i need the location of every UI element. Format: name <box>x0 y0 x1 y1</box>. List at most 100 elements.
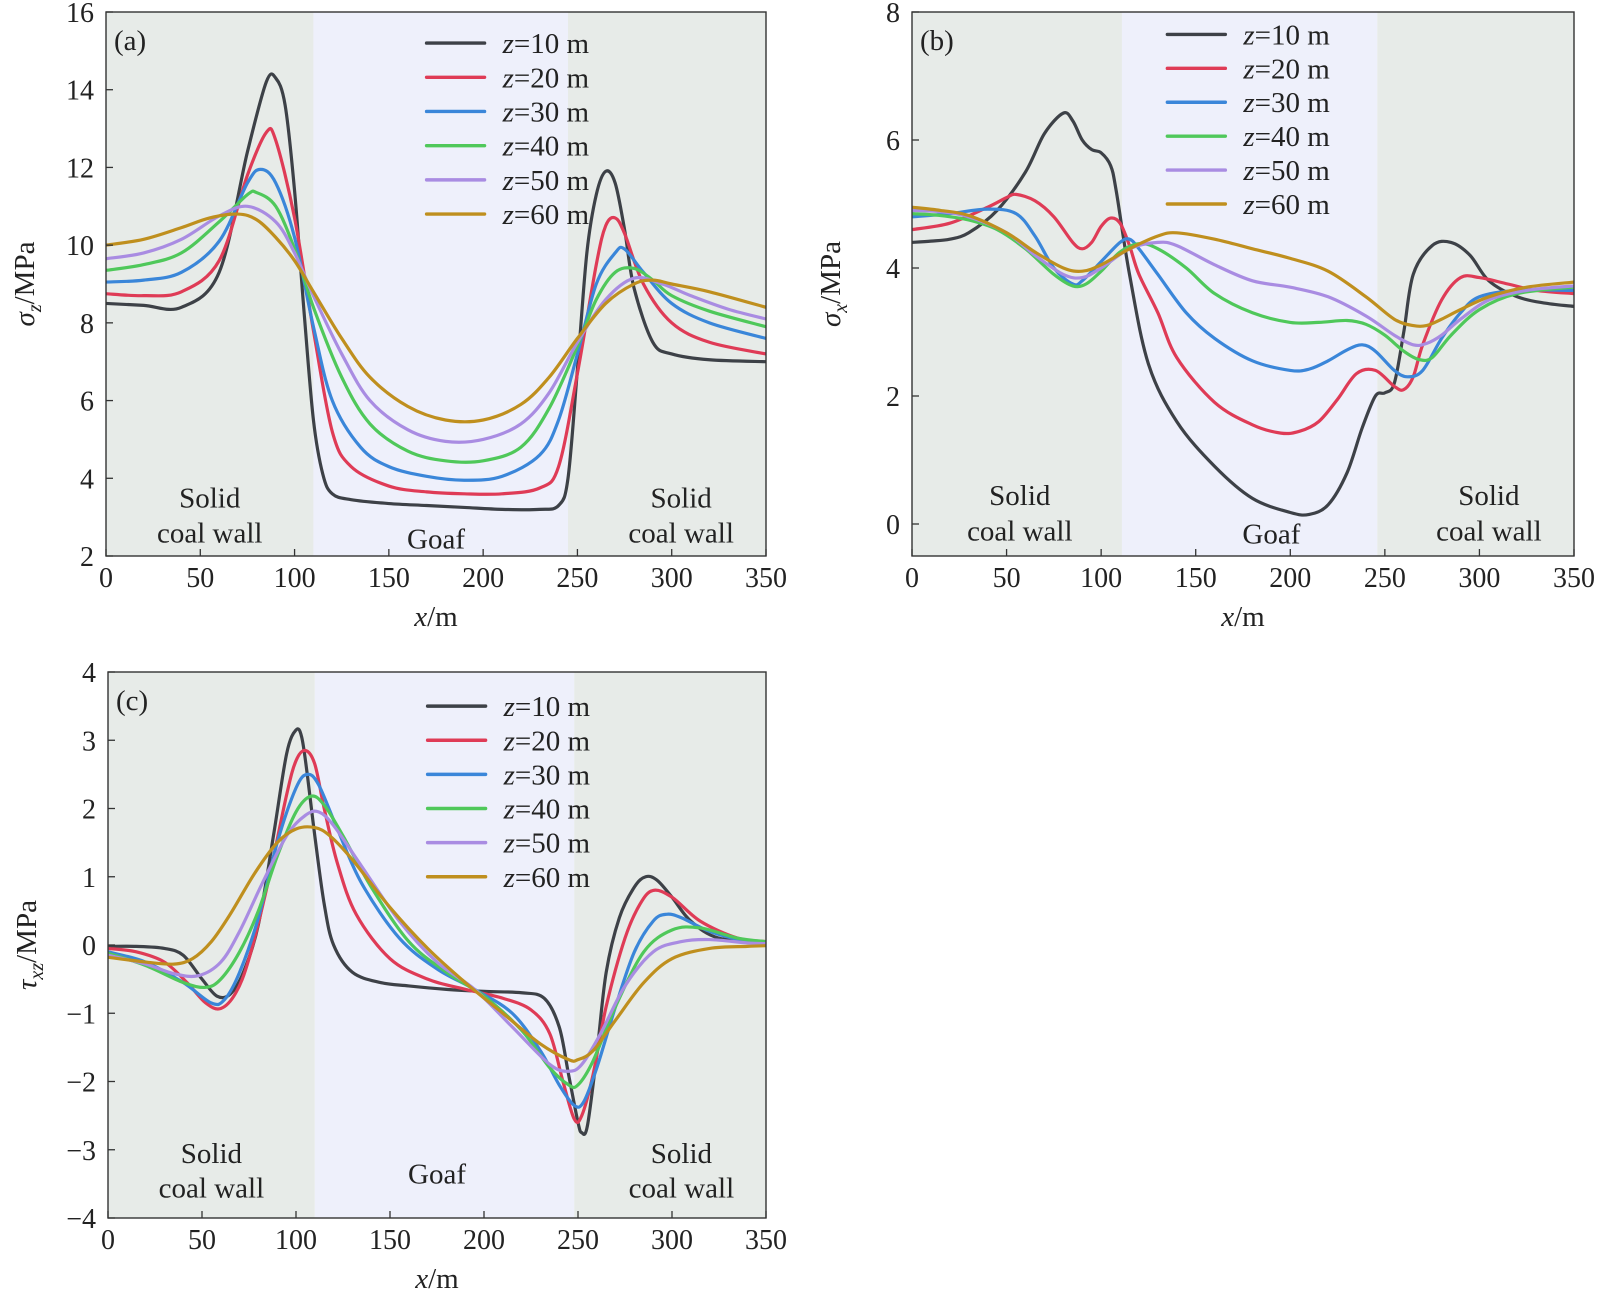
region-label-b-0-0: Solid <box>989 480 1051 512</box>
x-tick-label-b: 200 <box>1269 563 1311 594</box>
series-line-a-z30 <box>106 167 766 482</box>
panel-c-chart: 0 50 100 150 200 250 300 350 −4 −3 −2 −1 0 1 2 3 4 x/m τxz… <box>11 658 787 1295</box>
region-solid-a-0 <box>106 12 314 556</box>
x-axis-label-a: x/m <box>413 601 458 633</box>
panel-label-a: (a) <box>114 25 146 57</box>
y-tick-label-a: 8 <box>80 309 94 340</box>
series-line-a-z60 <box>106 212 766 424</box>
x-tick-label-c: 300 <box>651 1225 693 1256</box>
panel-label-b: (b) <box>920 25 954 57</box>
series-lines-b <box>912 111 1574 517</box>
region-label-a-0-1: coal wall <box>157 518 262 550</box>
legend-entry-b-3: z=40 m <box>1242 121 1330 153</box>
region-label-c-0-0: Solid <box>181 1138 243 1170</box>
x-tick-label-a: 250 <box>556 563 598 594</box>
x-tick-label-a: 0 <box>99 563 113 594</box>
region-label-c-2-1: coal wall <box>629 1172 734 1204</box>
series-line-b-z60 <box>912 205 1574 329</box>
series-line-b-z10 <box>912 111 1574 517</box>
y-tick-label-c: 0 <box>82 931 96 962</box>
series-lines-a <box>106 72 766 512</box>
series-line-b-z20 <box>912 192 1574 436</box>
y-axis-label-a: σz/MPa <box>9 241 46 326</box>
region-label-c-0-1: coal wall <box>159 1172 264 1204</box>
legend-a: z=10 mz=20 mz=30 mz=40 mz=50 mz=60 m <box>424 28 590 231</box>
x-tick-label-c: 250 <box>557 1225 599 1256</box>
panel-a-chart: 0 50 100 150 200 250 300 350 2 4 6 8 10 12 14 16 x/m σz/M… <box>9 0 787 633</box>
x-tick-label-c: 200 <box>463 1225 505 1256</box>
region-label-a-0-0: Solid <box>179 483 241 515</box>
y-tick-label-a: 12 <box>66 153 94 184</box>
legend-entry-c-5: z=60 m <box>503 862 591 894</box>
series-line-c-z10 <box>108 727 766 1136</box>
legend-entry-a-0: z=10 m <box>502 28 590 60</box>
region-goaf-c-1 <box>314 672 575 1218</box>
legend-entry-a-4: z=50 m <box>502 165 590 197</box>
series-line-c-z40 <box>108 794 766 1090</box>
y-tick-label-a: 2 <box>80 542 94 573</box>
y-tick-label-a: 14 <box>66 76 94 107</box>
legend-c: z=10 mz=20 mz=30 mz=40 mz=50 mz=60 m <box>425 691 591 894</box>
legend-b: z=10 mz=20 mz=30 mz=40 mz=50 mz=60 m <box>1165 19 1330 221</box>
y-tick-label-c: −4 <box>66 1204 96 1235</box>
y-tick-label-c: −3 <box>66 1136 96 1167</box>
plot-frame-a <box>105 11 767 557</box>
legend-entry-a-2: z=30 m <box>502 96 590 128</box>
x-tick-label-a: 100 <box>274 563 316 594</box>
x-tick-label-a: 350 <box>745 563 787 594</box>
y-tick-label-b: 0 <box>886 510 900 541</box>
y-tick-label-a: 10 <box>66 231 94 262</box>
x-tick-label-a: 150 <box>368 563 410 594</box>
x-axis-label-b: x/m <box>1220 601 1265 633</box>
y-axis-label-b: σx/MPa <box>815 241 852 327</box>
x-tick-label-b: 350 <box>1553 563 1595 594</box>
y-tick-label-a: 6 <box>80 387 94 418</box>
legend-entry-b-5: z=60 m <box>1242 189 1330 221</box>
series-line-c-z60 <box>108 825 766 1063</box>
x-tick-label-b: 150 <box>1175 563 1217 594</box>
y-tick-label-b: 8 <box>886 0 900 29</box>
y-tick-label-c: 3 <box>82 726 96 757</box>
y-tick-label-c: −1 <box>66 999 96 1030</box>
region-label-b-2-0: Solid <box>1458 480 1520 512</box>
y-tick-label-c: 1 <box>82 863 96 894</box>
x-tick-label-a: 300 <box>651 563 693 594</box>
y-tick-label-b: 4 <box>886 254 900 285</box>
x-tick-label-c: 150 <box>369 1225 411 1256</box>
x-tick-label-b: 50 <box>993 563 1021 594</box>
region-label-b-1-0: Goaf <box>1242 519 1300 551</box>
legend-entry-b-4: z=50 m <box>1242 155 1330 187</box>
y-axis-label-c: τxz/MPa <box>11 900 48 990</box>
region-label-c-1-0: Goaf <box>408 1159 466 1191</box>
x-tick-label-c: 100 <box>275 1225 317 1256</box>
legend-entry-c-0: z=10 m <box>503 691 591 723</box>
y-tick-label-c: 2 <box>82 795 96 826</box>
x-tick-label-b: 250 <box>1364 563 1406 594</box>
series-line-b-z50 <box>912 208 1574 348</box>
legend-entry-a-5: z=60 m <box>502 199 590 231</box>
legend-entry-c-3: z=40 m <box>503 794 591 826</box>
x-tick-label-c: 0 <box>101 1225 115 1256</box>
x-tick-label-b: 300 <box>1458 563 1500 594</box>
region-label-b-2-1: coal wall <box>1436 515 1541 547</box>
series-line-a-z20 <box>106 126 766 496</box>
legend-entry-c-1: z=20 m <box>503 725 591 757</box>
y-tick-label-b: 2 <box>886 382 900 413</box>
x-tick-label-a: 200 <box>462 563 504 594</box>
legend-entry-b-2: z=30 m <box>1242 87 1330 119</box>
y-tick-label-c: 4 <box>82 658 96 689</box>
legend-entry-a-1: z=20 m <box>502 62 590 94</box>
y-tick-label-c: −2 <box>66 1068 96 1099</box>
x-tick-label-b: 100 <box>1080 563 1122 594</box>
region-label-a-2-1: coal wall <box>628 518 733 550</box>
legend-entry-c-2: z=30 m <box>503 759 591 791</box>
series-line-a-z10 <box>106 72 766 512</box>
region-label-a-1-0: Goaf <box>407 524 465 556</box>
panel-b-chart: 0 50 100 150 200 250 300 350 0 2 4 6 8 x/m σx/MPa (b) So… <box>815 0 1595 633</box>
x-tick-label-c: 350 <box>745 1225 787 1256</box>
x-tick-label-c: 50 <box>188 1225 216 1256</box>
y-tick-label-a: 4 <box>80 464 94 495</box>
series-line-a-z40 <box>106 189 766 464</box>
region-solid-b-0 <box>912 12 1122 556</box>
